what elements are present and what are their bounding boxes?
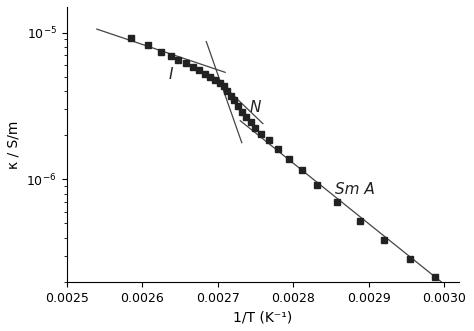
- Y-axis label: κ / S/m: κ / S/m: [7, 120, 21, 168]
- Text: N: N: [250, 100, 262, 115]
- Text: Sm A: Sm A: [335, 182, 374, 197]
- X-axis label: 1/T (K⁻¹): 1/T (K⁻¹): [233, 310, 292, 324]
- Text: I: I: [169, 67, 173, 82]
